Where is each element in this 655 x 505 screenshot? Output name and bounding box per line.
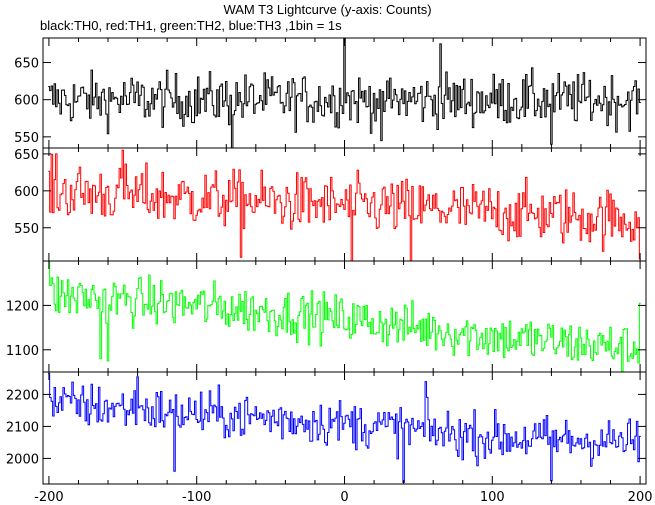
xtick-label: 0 xyxy=(340,490,348,505)
xtick-label: 100 xyxy=(480,490,505,505)
chart-subtitle: black:TH0, red:TH1, green:TH2, blue:TH3 … xyxy=(40,18,342,33)
series-line-th0 xyxy=(48,37,641,149)
ytick-label: 600 xyxy=(14,185,39,200)
xtick-label: -100 xyxy=(182,490,212,505)
ytick-label: 600 xyxy=(14,94,39,109)
series-line-th2 xyxy=(48,260,641,372)
ytick-label: 2200 xyxy=(6,388,39,403)
ytick-label: 650 xyxy=(14,57,39,72)
ytick-label: 650 xyxy=(14,148,39,163)
xtick-label: -200 xyxy=(34,490,64,505)
panels-group: 55060065055060065011001200200021002200-2… xyxy=(6,37,653,505)
ytick-label: 550 xyxy=(14,222,39,237)
ytick-label: 1100 xyxy=(6,344,39,359)
series-line-th3 xyxy=(48,373,641,483)
ytick-label: 2100 xyxy=(6,420,39,435)
ytick-label: 550 xyxy=(14,131,39,146)
panel-frame-4 xyxy=(42,371,647,485)
ytick-label: 1200 xyxy=(6,299,39,314)
series-line-th1 xyxy=(48,149,641,262)
xtick-label: 200 xyxy=(628,490,653,505)
chart-title: WAM T3 Lightcurve (y-axis: Counts) xyxy=(223,2,432,17)
ytick-label: 2000 xyxy=(6,452,39,467)
